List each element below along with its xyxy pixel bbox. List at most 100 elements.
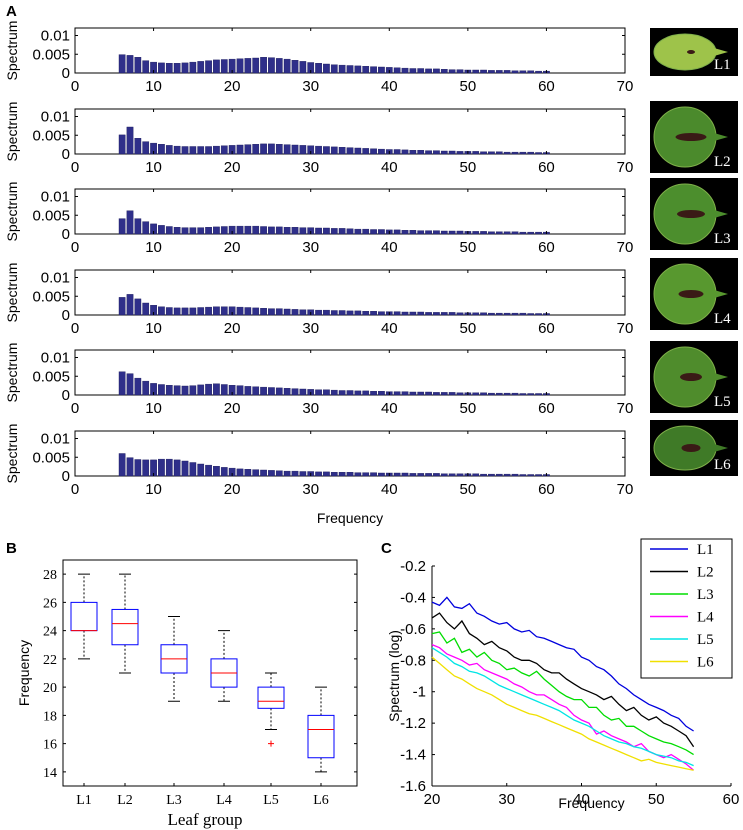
spectrum-bar [244, 386, 252, 396]
leaf-lesion [681, 444, 701, 452]
box-iqr [70, 601, 98, 632]
spectrum-bar [252, 144, 260, 155]
spectrum-bar [315, 309, 322, 316]
spectrum-bar [165, 63, 173, 74]
y-axis-title: Spectrum [4, 263, 20, 323]
y-tick-label: 0.005 [32, 449, 70, 466]
spectrum-bar [362, 390, 370, 396]
spectrum-bar [260, 308, 267, 316]
leaf-lesion [687, 50, 695, 54]
legend-item-L2: L2 [650, 565, 714, 581]
y-tick-label: 20 [43, 681, 57, 696]
spectrum-bar [440, 150, 448, 155]
spectrum-bar [370, 472, 377, 477]
spectrum-bar [346, 228, 354, 235]
x-tick-label: 0 [71, 159, 79, 176]
spectrum-bar [378, 391, 385, 396]
spectrum-bar [189, 385, 197, 396]
spectrum-bar [299, 145, 307, 155]
spectrum-bar [307, 227, 315, 235]
spectrum-bar [409, 230, 417, 235]
y-tick-label: 0.005 [32, 368, 70, 385]
y-tick-label: 0.01 [41, 189, 70, 206]
spectrum-bar [346, 472, 354, 477]
spectrum-bar [535, 231, 542, 235]
x-tick-label: 50 [460, 481, 477, 498]
spectrum-bar [511, 151, 519, 155]
spectrum-bar [330, 64, 338, 74]
leaf-image-5: L5 [650, 341, 738, 413]
spectrum-bar [370, 311, 377, 316]
spectrum-bar [126, 373, 134, 396]
leaf-image-2: L2 [650, 101, 738, 173]
spectrum-bar [425, 391, 432, 396]
spectrum-bar [393, 229, 401, 235]
spectrum-bar [291, 388, 299, 396]
spectrum-bar [346, 310, 354, 316]
spectrum-bar [126, 55, 134, 74]
y-tick-label: 26 [43, 596, 57, 611]
spectrum-bar [205, 146, 212, 155]
x-tick-label: 10 [145, 481, 162, 498]
x-tick-label: 40 [381, 78, 398, 95]
spectrum-bar [503, 312, 511, 316]
spectrum-bar [173, 459, 181, 477]
leaf-label: L2 [714, 154, 731, 170]
spectrum-bar [142, 380, 150, 396]
spectrum-bar [448, 150, 456, 155]
spectrum-bar [480, 231, 487, 235]
spectrum-bar [440, 230, 448, 235]
spectrum-bar [488, 392, 495, 396]
spectrum-bar [260, 469, 267, 477]
series-line-L3 [431, 631, 694, 756]
spectrum-bar [299, 227, 307, 235]
x-tick-label: 40 [381, 481, 398, 498]
spectrum-bar [440, 312, 448, 316]
legend-box [640, 538, 733, 679]
spectrum-bar [165, 145, 173, 155]
leaf-shape [653, 33, 717, 71]
x-tick-label: 20 [224, 481, 241, 498]
spectrum-bar [503, 70, 511, 74]
spectrum-bar [220, 145, 228, 155]
spectrum-bar [299, 471, 307, 477]
spectrum-bar [118, 371, 126, 396]
spectrum-bar [150, 223, 157, 235]
spectrum-bar [519, 70, 527, 74]
y-tick-label: 14 [43, 766, 57, 781]
y-tick-label: -0.6 [400, 621, 426, 638]
spectrum-bar [440, 392, 448, 396]
spectrum-bar [456, 392, 464, 396]
spectrum-bar [495, 70, 503, 74]
spectrum-bar [315, 471, 322, 477]
spectrum-bar [236, 468, 244, 477]
x-tick-label: 60 [538, 239, 555, 256]
box-L2: L2 [111, 573, 139, 808]
spectrum-bar [134, 459, 142, 477]
y-tick-label: -1.4 [400, 747, 426, 764]
legend: L1 L2 L3 L4 L5 L6 [640, 538, 733, 679]
series-line-L6 [431, 656, 694, 771]
spectrum-bar [417, 391, 425, 396]
spectrum-bar [189, 61, 197, 74]
spectrum-bar [197, 146, 205, 155]
spectrum-bar [448, 392, 456, 396]
spectrum-bar [134, 377, 142, 396]
spectrum-bar [346, 147, 354, 155]
spectrum-bar [417, 150, 425, 155]
spectrum-bar [338, 228, 346, 235]
y-tick-label: 18 [43, 709, 57, 724]
x-tick-label: 50 [460, 159, 477, 176]
spectrum-bar [173, 227, 181, 235]
plot-frame [74, 269, 626, 316]
x-tick-label: 30 [302, 481, 319, 498]
spectrum-bar [456, 312, 464, 316]
spectrum-bar [519, 474, 527, 477]
x-tick-label: 60 [538, 400, 555, 417]
spectrum-bar [338, 390, 346, 396]
spectrum-bar [323, 309, 330, 316]
spectrum-bar [409, 391, 417, 396]
spectrum-bar [252, 307, 260, 316]
